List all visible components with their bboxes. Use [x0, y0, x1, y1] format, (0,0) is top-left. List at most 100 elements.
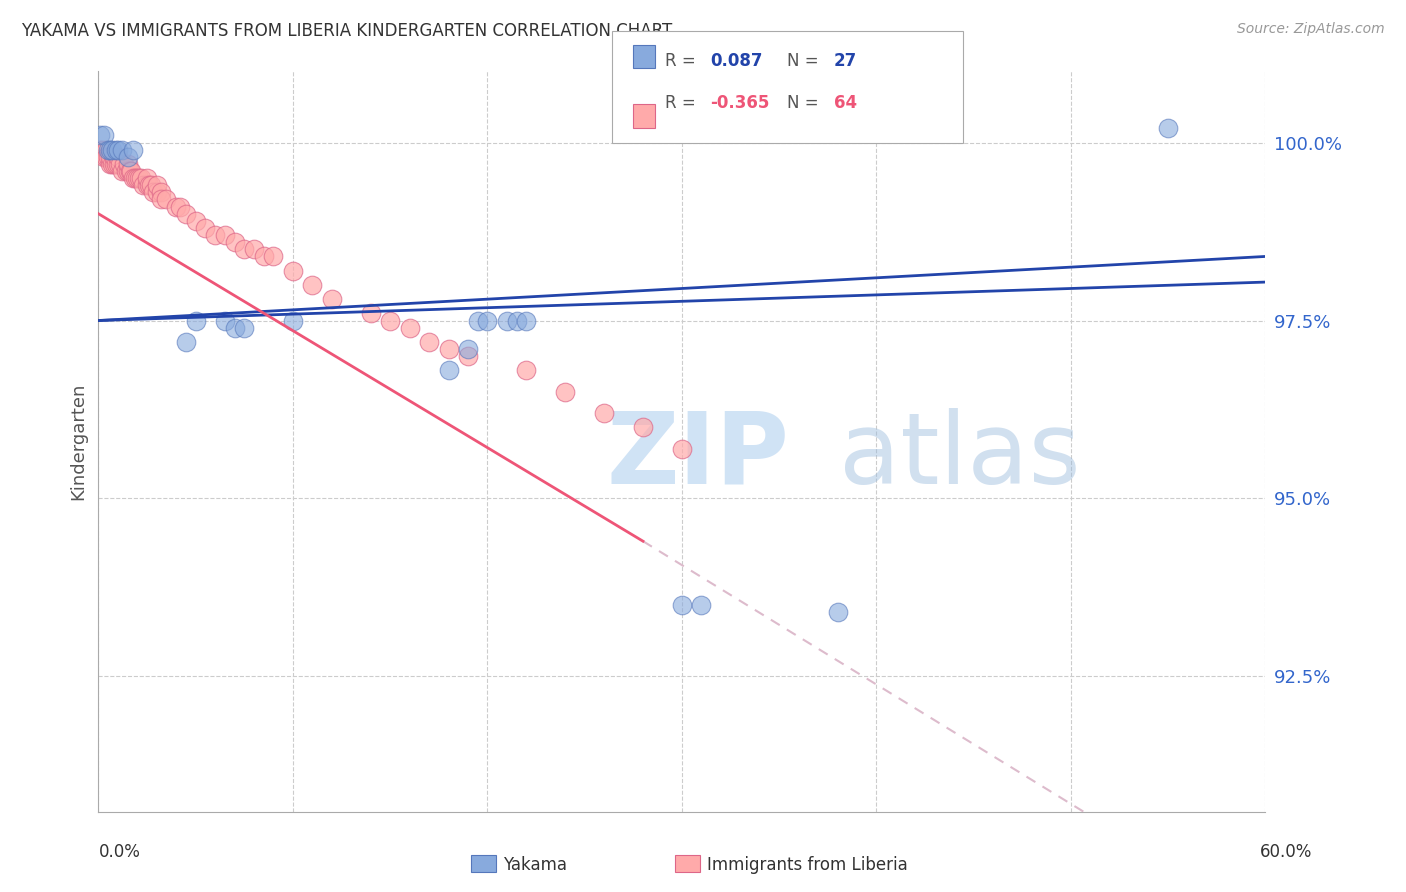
- Point: [136, 171, 159, 186]
- Text: N =: N =: [787, 52, 818, 70]
- Point: [169, 200, 191, 214]
- Point: [98, 157, 121, 171]
- Point: [101, 157, 124, 171]
- Point: [117, 164, 139, 178]
- Point: [437, 363, 460, 377]
- Point: [690, 599, 713, 613]
- Text: atlas: atlas: [839, 408, 1081, 505]
- Point: [321, 292, 343, 306]
- Point: [118, 164, 141, 178]
- Text: -0.365: -0.365: [710, 94, 769, 112]
- Point: [108, 157, 131, 171]
- Point: [98, 150, 121, 164]
- Point: [174, 334, 197, 349]
- Point: [214, 313, 236, 327]
- Text: 0.087: 0.087: [710, 52, 762, 70]
- Point: [122, 143, 145, 157]
- Point: [174, 207, 197, 221]
- Point: [107, 143, 129, 157]
- Point: [515, 363, 537, 377]
- Text: 60.0%: 60.0%: [1260, 843, 1313, 861]
- Text: R =: R =: [665, 52, 696, 70]
- Point: [149, 186, 172, 200]
- Text: R =: R =: [665, 94, 696, 112]
- Point: [129, 171, 152, 186]
- Text: 64: 64: [834, 94, 856, 112]
- Text: 0.0%: 0.0%: [98, 843, 141, 861]
- Point: [671, 442, 693, 456]
- Point: [281, 263, 304, 277]
- Point: [281, 313, 304, 327]
- Point: [165, 200, 187, 214]
- Point: [114, 164, 136, 178]
- Point: [467, 313, 489, 327]
- Point: [117, 157, 139, 171]
- Point: [89, 128, 111, 143]
- Point: [122, 171, 145, 186]
- Point: [146, 178, 169, 193]
- Point: [93, 128, 115, 143]
- Point: [97, 150, 120, 164]
- Point: [184, 214, 207, 228]
- Point: [89, 143, 111, 157]
- Point: [554, 384, 576, 399]
- Point: [593, 406, 616, 420]
- Point: [360, 306, 382, 320]
- Point: [194, 221, 217, 235]
- Text: Source: ZipAtlas.com: Source: ZipAtlas.com: [1237, 22, 1385, 37]
- Point: [128, 171, 150, 186]
- Point: [214, 228, 236, 243]
- Text: YAKAMA VS IMMIGRANTS FROM LIBERIA KINDERGARTEN CORRELATION CHART: YAKAMA VS IMMIGRANTS FROM LIBERIA KINDER…: [21, 22, 672, 40]
- Point: [103, 150, 125, 164]
- Point: [124, 171, 146, 186]
- Text: 27: 27: [834, 52, 858, 70]
- Text: Yakama: Yakama: [503, 856, 568, 874]
- Point: [253, 250, 276, 264]
- Point: [103, 157, 125, 171]
- Text: N =: N =: [787, 94, 818, 112]
- Point: [91, 143, 114, 157]
- Point: [496, 313, 519, 327]
- Point: [827, 606, 849, 620]
- Point: [233, 320, 256, 334]
- Point: [146, 186, 169, 200]
- Point: [380, 313, 402, 327]
- Point: [121, 164, 143, 178]
- Point: [96, 150, 118, 164]
- Point: [243, 243, 266, 257]
- Point: [671, 599, 693, 613]
- Point: [117, 150, 139, 164]
- Point: [107, 157, 129, 171]
- Point: [457, 342, 479, 356]
- Point: [184, 313, 207, 327]
- Point: [1157, 121, 1180, 136]
- Point: [136, 178, 159, 193]
- Point: [142, 186, 165, 200]
- Point: [138, 178, 160, 193]
- Point: [233, 243, 256, 257]
- Point: [93, 150, 115, 164]
- Point: [301, 277, 323, 292]
- Point: [155, 193, 177, 207]
- Point: [111, 164, 134, 178]
- Y-axis label: Kindergarten: Kindergarten: [69, 383, 87, 500]
- Point: [398, 320, 420, 334]
- Point: [97, 143, 120, 157]
- Point: [111, 143, 134, 157]
- Point: [515, 313, 537, 327]
- Point: [204, 228, 226, 243]
- Point: [477, 313, 499, 327]
- Point: [98, 143, 121, 157]
- Text: Immigrants from Liberia: Immigrants from Liberia: [707, 856, 908, 874]
- Point: [224, 320, 246, 334]
- Point: [127, 171, 149, 186]
- Point: [631, 420, 654, 434]
- Point: [107, 150, 129, 164]
- Point: [101, 143, 124, 157]
- Point: [104, 157, 127, 171]
- Point: [418, 334, 440, 349]
- Point: [437, 342, 460, 356]
- Point: [112, 157, 135, 171]
- Point: [104, 143, 127, 157]
- Point: [139, 178, 162, 193]
